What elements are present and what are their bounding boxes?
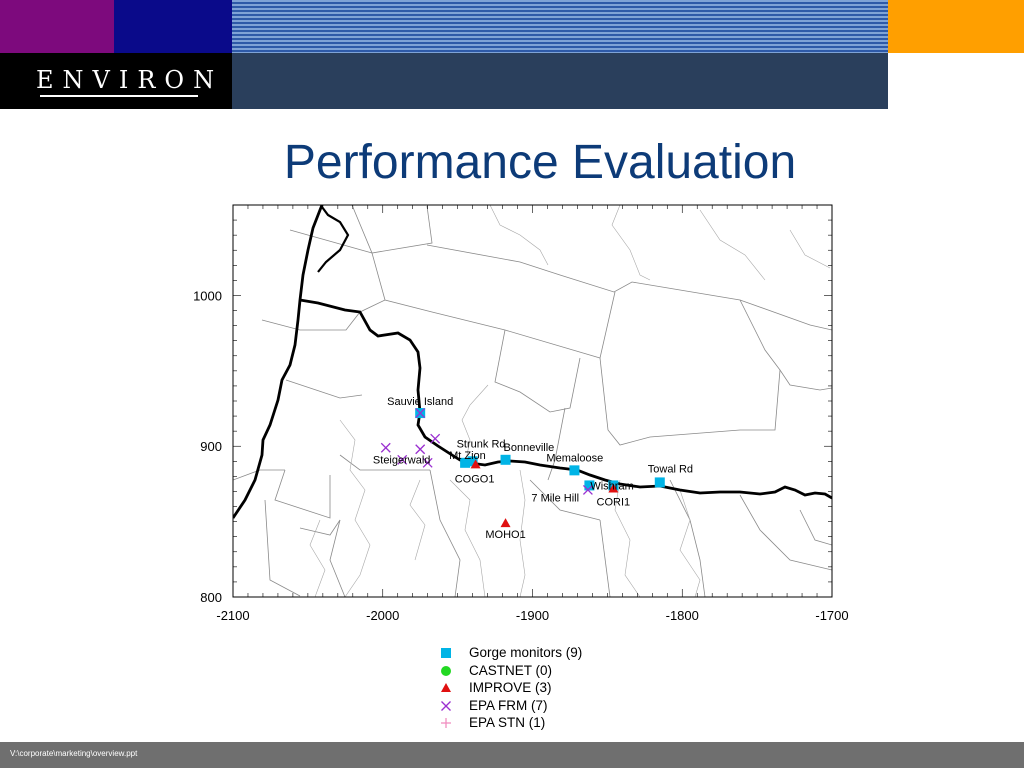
x-legend-icon	[441, 700, 451, 711]
epa-frm-marker	[430, 433, 441, 444]
epa-frm-marker	[422, 457, 433, 468]
square-legend-icon	[441, 648, 451, 658]
circle-legend-icon	[441, 665, 451, 676]
header-orange-block	[888, 0, 1024, 53]
gorge-map: -2100 -2000 -1900 -1800 -1700 1000 900 800 Sauv…	[193, 204, 849, 623]
square-symbol	[441, 648, 451, 658]
triangle-symbol	[441, 683, 451, 692]
station-label: Wishram	[590, 480, 633, 492]
gorge-monitor-marker	[500, 454, 511, 465]
station-label: 7 Mile Hill	[531, 492, 579, 504]
gorge-monitor-marker	[654, 477, 665, 488]
footer-path: V:\corporate\marketing\overview.ppt	[10, 749, 138, 758]
plus-symbol	[441, 718, 451, 728]
epa-frm-marker	[582, 484, 593, 495]
epa-frm-marker	[397, 454, 408, 465]
rivers	[309, 205, 831, 597]
coastline-inlet	[317, 206, 350, 273]
header-navy-block	[114, 0, 232, 53]
station-markers	[380, 408, 665, 528]
epa-frm-marker	[415, 408, 426, 419]
station-label: COGO1	[455, 473, 495, 485]
gorge-monitor-marker	[584, 480, 595, 491]
footer-bar: V:\corporate\marketing\overview.ppt	[0, 742, 1024, 768]
plot-frame	[232, 204, 833, 598]
epa-frm-marker	[415, 444, 426, 455]
x-symbol	[441, 700, 451, 711]
slide-title: Performance Evaluation	[283, 136, 797, 189]
gorge-monitor-marker	[569, 465, 580, 476]
coastline	[233, 205, 324, 519]
logo-underline	[40, 95, 198, 97]
header-striped-band	[232, 0, 888, 53]
map-boundaries	[233, 205, 832, 597]
station-label: MOHO1	[485, 529, 525, 541]
legend-label: Gorge monitors (9)	[469, 645, 583, 660]
x-tick-label: -1900	[516, 608, 549, 623]
header-purple-block	[0, 0, 114, 53]
station-label: Sauvie Island	[387, 396, 453, 408]
gorge-monitor-marker	[460, 457, 471, 468]
x-tick-label: -1700	[815, 608, 848, 623]
plus-legend-icon	[441, 718, 451, 728]
legend-label: CASTNET (0)	[469, 662, 553, 678]
triangle-legend-icon	[441, 683, 451, 692]
county-boundaries	[233, 205, 832, 597]
axis-labels: -2100 -2000 -1900 -1800 -1700 1000 900 800	[193, 288, 849, 623]
y-tick-label: 800	[200, 590, 222, 605]
improve-marker	[500, 518, 511, 528]
y-tick-label: 900	[200, 439, 222, 454]
station-label: Memaloose	[546, 452, 603, 464]
station-label: Strunk Rd	[457, 438, 506, 450]
legend-label: EPA STN (1)	[469, 715, 546, 730]
circle-symbol	[441, 665, 451, 676]
improve-marker	[608, 483, 619, 493]
station-label: Steigerwald	[373, 454, 430, 466]
station-label: Towal Rd	[648, 463, 693, 475]
columbia-river-border	[299, 298, 832, 500]
x-tick-label: -2000	[366, 608, 399, 623]
improve-marker	[470, 459, 481, 469]
header-slate-band	[232, 53, 888, 109]
y-tick-label: 1000	[193, 288, 222, 303]
station-label: Mt Zion	[449, 450, 486, 462]
x-tick-label: -1800	[666, 608, 699, 623]
station-label: Bonneville	[504, 442, 555, 454]
logo-background	[0, 53, 232, 109]
epa-frm-marker	[380, 442, 391, 453]
legend-label: IMPROVE (3)	[469, 680, 552, 695]
logo-text: ENVIRON	[36, 66, 224, 94]
x-tick-label: -2100	[216, 608, 249, 623]
environ-logo: ENVIRON	[36, 65, 224, 98]
legend-label: EPA FRM (7)	[469, 697, 548, 713]
minor-ticks	[232, 204, 833, 598]
gorge-monitor-marker	[467, 456, 478, 467]
station-label: CORI1	[597, 496, 631, 508]
